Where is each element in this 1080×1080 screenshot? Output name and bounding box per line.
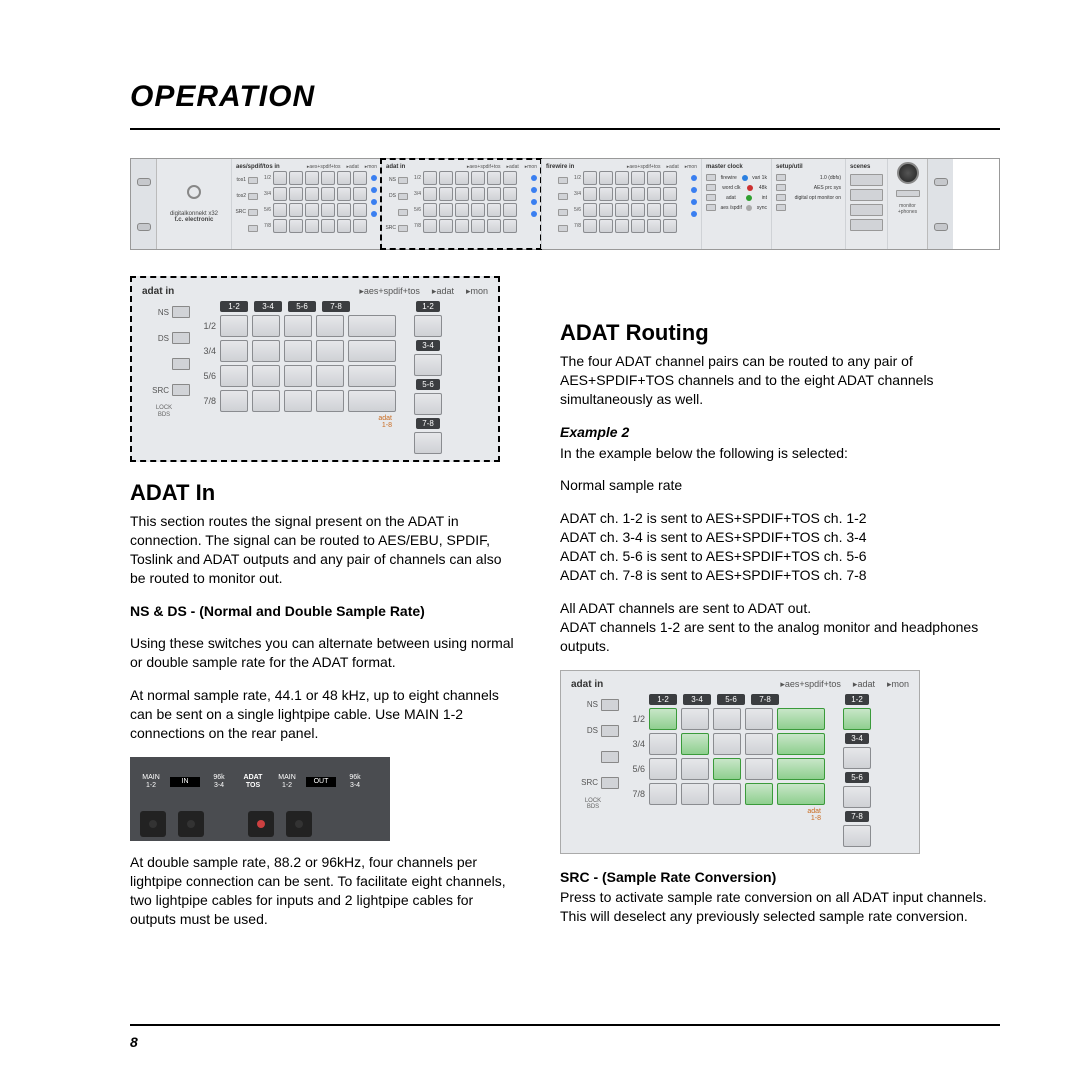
section-adat-highlight: adat in ▸aes+spdif+tos▸adat▸mon NS DS SR…: [381, 159, 541, 249]
page-number: 8: [130, 1034, 138, 1050]
body-text: The four ADAT channel pairs can be route…: [560, 352, 1000, 409]
heading-adat-routing: ADAT Routing: [560, 320, 1000, 346]
body-text: This section routes the signal present o…: [130, 512, 520, 588]
subheading: SRC - (Sample Rate Conversion): [560, 868, 1000, 887]
body-text: In the example below the following is se…: [560, 444, 1000, 463]
rule-bottom: [130, 1024, 1000, 1026]
subheading: NS & DS - (Normal and Double Sample Rate…: [130, 602, 520, 621]
column-left: adat in ▸aes+spdif+tos▸adat▸mon NS DS SR…: [130, 276, 520, 942]
body-text: At normal sample rate, 44.1 or 48 kHz, u…: [130, 686, 520, 743]
section-scenes: scenes: [845, 159, 887, 249]
monitor-knob-icon: [897, 162, 919, 184]
rule-top: [130, 128, 1000, 130]
page-title: OPERATION: [130, 80, 1000, 114]
body-text: Press to activate sample rate conversion…: [560, 888, 1000, 926]
body-text: Normal sample rate: [560, 476, 1000, 495]
section-firewire: firewire in ▸aes+spdif+tos▸adat▸mon 1/2 …: [541, 159, 701, 249]
heading-adat-in: ADAT In: [130, 480, 520, 506]
section-clock: master clock firewirevari 1k word clk48k…: [701, 159, 771, 249]
column-right: ADAT Routing The four ADAT channel pairs…: [560, 276, 1000, 942]
brand-block: digitalkonnekt x32 t.c. electronic: [157, 159, 231, 249]
adat-example-panel: adat in ▸aes+spdif+tos▸adat▸mon NS DS SR…: [560, 670, 920, 854]
body-text: ADAT ch. 1-2 is sent to AES+SPDIF+TOS ch…: [560, 509, 1000, 585]
power-button-icon: [187, 185, 201, 199]
adat-blowup-panel: adat in ▸aes+spdif+tos▸adat▸mon NS DS SR…: [130, 276, 500, 462]
body-text: At double sample rate, 88.2 or 96kHz, fo…: [130, 853, 520, 929]
body-text: All ADAT channels are sent to ADAT out. …: [560, 599, 1000, 656]
rear-panel-diagram: MAIN 1-2 IN 96k 3-4 ADAT TOS MAIN 1-2 OU…: [130, 757, 390, 807]
body-text: Using these switches you can alternate b…: [130, 634, 520, 672]
section-aes: aes/spdif/tos in ▸aes+spdif+tos▸adat▸mon…: [231, 159, 381, 249]
example-label: Example 2: [560, 423, 1000, 442]
section-setup: setup/util 1.0 (dbfs) AES prc sys digita…: [771, 159, 845, 249]
optical-jack-icon: [140, 811, 166, 837]
rack-front-panel: digitalkonnekt x32 t.c. electronic aes/s…: [130, 158, 1000, 250]
section-monitor: monitor +phones: [887, 159, 927, 249]
